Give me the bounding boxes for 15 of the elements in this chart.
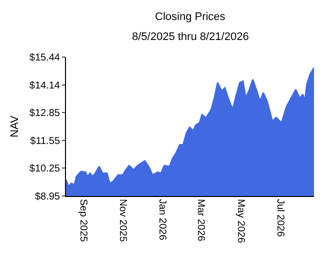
x-tick-label: Sep 2025 [77,199,88,242]
x-tick-label: Mar 2026 [195,199,206,242]
x-tick-label: Jan 2026 [156,199,168,241]
y-tick-label: $11.55 [30,136,60,147]
y-axis-title: NAV [9,114,22,138]
x-tick-label: May 2026 [234,199,246,244]
x-tick-label: Jul 2026 [274,199,286,238]
chart-subtitle: 8/5/2025 thru 8/21/2026 [132,31,249,43]
y-tick-label: $8.95 [34,192,60,202]
chart-title: Closing Prices [155,11,226,23]
x-tick-label: Nov 2025 [117,199,128,242]
y-tick-label: $14.14 [29,80,60,92]
y-tick-label: $12.85 [29,108,60,119]
y-tick-label: $10.25 [29,164,60,175]
y-tick-label: $15.44 [29,52,60,64]
